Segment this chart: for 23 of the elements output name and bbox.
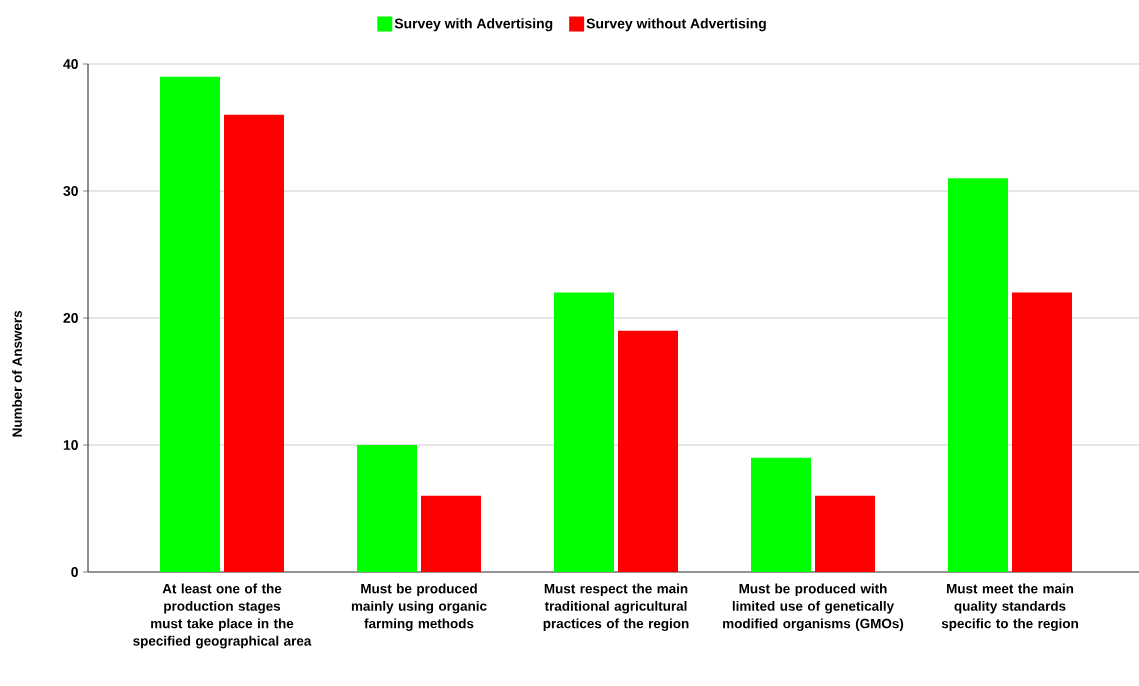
bar (160, 76, 220, 572)
bar (357, 445, 417, 572)
x-tick-label: Must be produced mainly using organic farming methods (351, 583, 487, 631)
bar (1012, 292, 1073, 572)
legend-label: Survey with Advertising (394, 18, 553, 32)
bar (751, 457, 812, 572)
y-tick-label: 10 (63, 440, 78, 450)
x-tick-label: At least one of the production stages must take place in the specified geographical area (133, 583, 312, 649)
x-tick-label: Must respect the main traditional agricultural practices of the region (543, 583, 689, 631)
bar (948, 178, 1009, 572)
x-tick-label: Must meet the main quality standards specific to the region (941, 583, 1078, 631)
bar (815, 495, 876, 572)
bar (554, 292, 615, 572)
y-tick-label: 0 (71, 567, 78, 577)
y-tick-label: 20 (63, 313, 78, 323)
bar (224, 114, 284, 572)
y-tick-label: 30 (63, 186, 78, 196)
x-tick-label: Must be produced with limited use of genetically modified organisms (GMOs) (723, 583, 904, 631)
y-axis-title: Number of Answers (12, 310, 22, 437)
y-tick-label: 40 (63, 59, 78, 69)
legend-label: Survey without Advertising (586, 18, 766, 32)
bar (421, 495, 481, 572)
bar (618, 330, 679, 572)
